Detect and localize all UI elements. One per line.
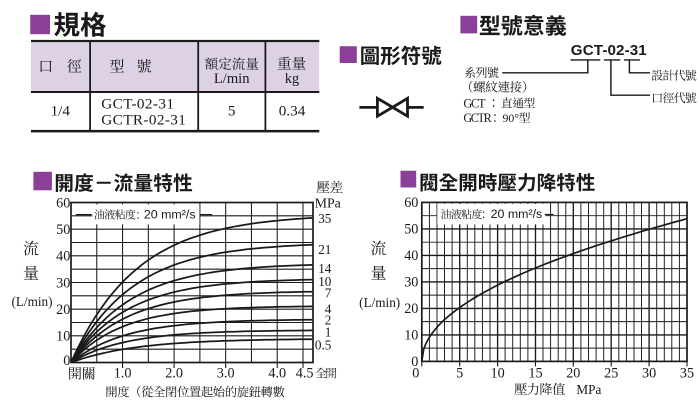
svg-text:30: 30 — [642, 366, 656, 382]
svg-text:10: 10 — [404, 328, 418, 344]
svg-text:10: 10 — [491, 366, 505, 382]
svg-text:0: 0 — [412, 366, 419, 382]
svg-text:21: 21 — [318, 242, 331, 257]
svg-text:(L/min): (L/min) — [11, 294, 52, 309]
svg-text:0: 0 — [63, 353, 70, 369]
svg-text::: : — [136, 207, 139, 221]
svg-text:0.34: 0.34 — [279, 103, 306, 120]
svg-text:35: 35 — [680, 366, 694, 382]
svg-text:20: 20 — [56, 302, 70, 318]
svg-text:25: 25 — [604, 366, 618, 382]
svg-text:50: 50 — [56, 222, 70, 238]
svg-text:20 mm²/s: 20 mm²/s — [491, 207, 543, 221]
svg-text:3.0: 3.0 — [217, 366, 235, 382]
svg-text:35: 35 — [318, 211, 332, 226]
svg-text:50: 50 — [404, 222, 418, 238]
svg-text:0.5: 0.5 — [315, 337, 332, 352]
svg-text:1/4: 1/4 — [51, 103, 71, 120]
svg-text:10: 10 — [318, 274, 332, 289]
svg-text:10: 10 — [56, 329, 70, 345]
svg-text:1.0: 1.0 — [114, 366, 132, 382]
svg-text:GCT-02-31: GCT-02-31 — [571, 42, 647, 59]
svg-text:MPa: MPa — [576, 382, 601, 397]
svg-text:2: 2 — [325, 312, 332, 327]
svg-text:60: 60 — [56, 195, 70, 211]
svg-text:1: 1 — [325, 324, 332, 339]
svg-text:GCTR: GCTR — [463, 111, 492, 125]
svg-text:20: 20 — [404, 301, 418, 317]
svg-text::: : — [482, 207, 485, 221]
svg-text:GCTR-02-31: GCTR-02-31 — [101, 112, 186, 129]
svg-text:kg: kg — [285, 71, 299, 87]
svg-text:GCT-02-31: GCT-02-31 — [101, 95, 174, 112]
svg-text:(L/min): (L/min) — [359, 295, 400, 310]
svg-text:14: 14 — [318, 261, 332, 276]
svg-text:20: 20 — [566, 366, 580, 382]
svg-text:30: 30 — [56, 275, 70, 291]
svg-text:90°: 90° — [503, 111, 520, 125]
svg-text:30: 30 — [404, 275, 418, 291]
svg-text:0: 0 — [411, 354, 418, 370]
svg-text:L/min: L/min — [214, 71, 250, 87]
svg-text:60: 60 — [404, 195, 418, 211]
svg-text:40: 40 — [56, 249, 70, 265]
svg-text:4: 4 — [325, 302, 332, 317]
svg-text:2.0: 2.0 — [165, 366, 183, 382]
svg-text:4.5: 4.5 — [296, 366, 314, 382]
svg-text:5: 5 — [456, 366, 463, 382]
svg-text:15: 15 — [528, 366, 542, 382]
svg-text:GCT: GCT — [463, 96, 486, 110]
svg-text:MPa: MPa — [315, 196, 341, 211]
svg-text:40: 40 — [404, 248, 418, 264]
svg-text:7: 7 — [325, 286, 332, 301]
svg-text:5: 5 — [228, 103, 236, 120]
svg-text:4.0: 4.0 — [268, 366, 286, 382]
svg-text:20 mm²/s: 20 mm²/s — [144, 207, 196, 221]
